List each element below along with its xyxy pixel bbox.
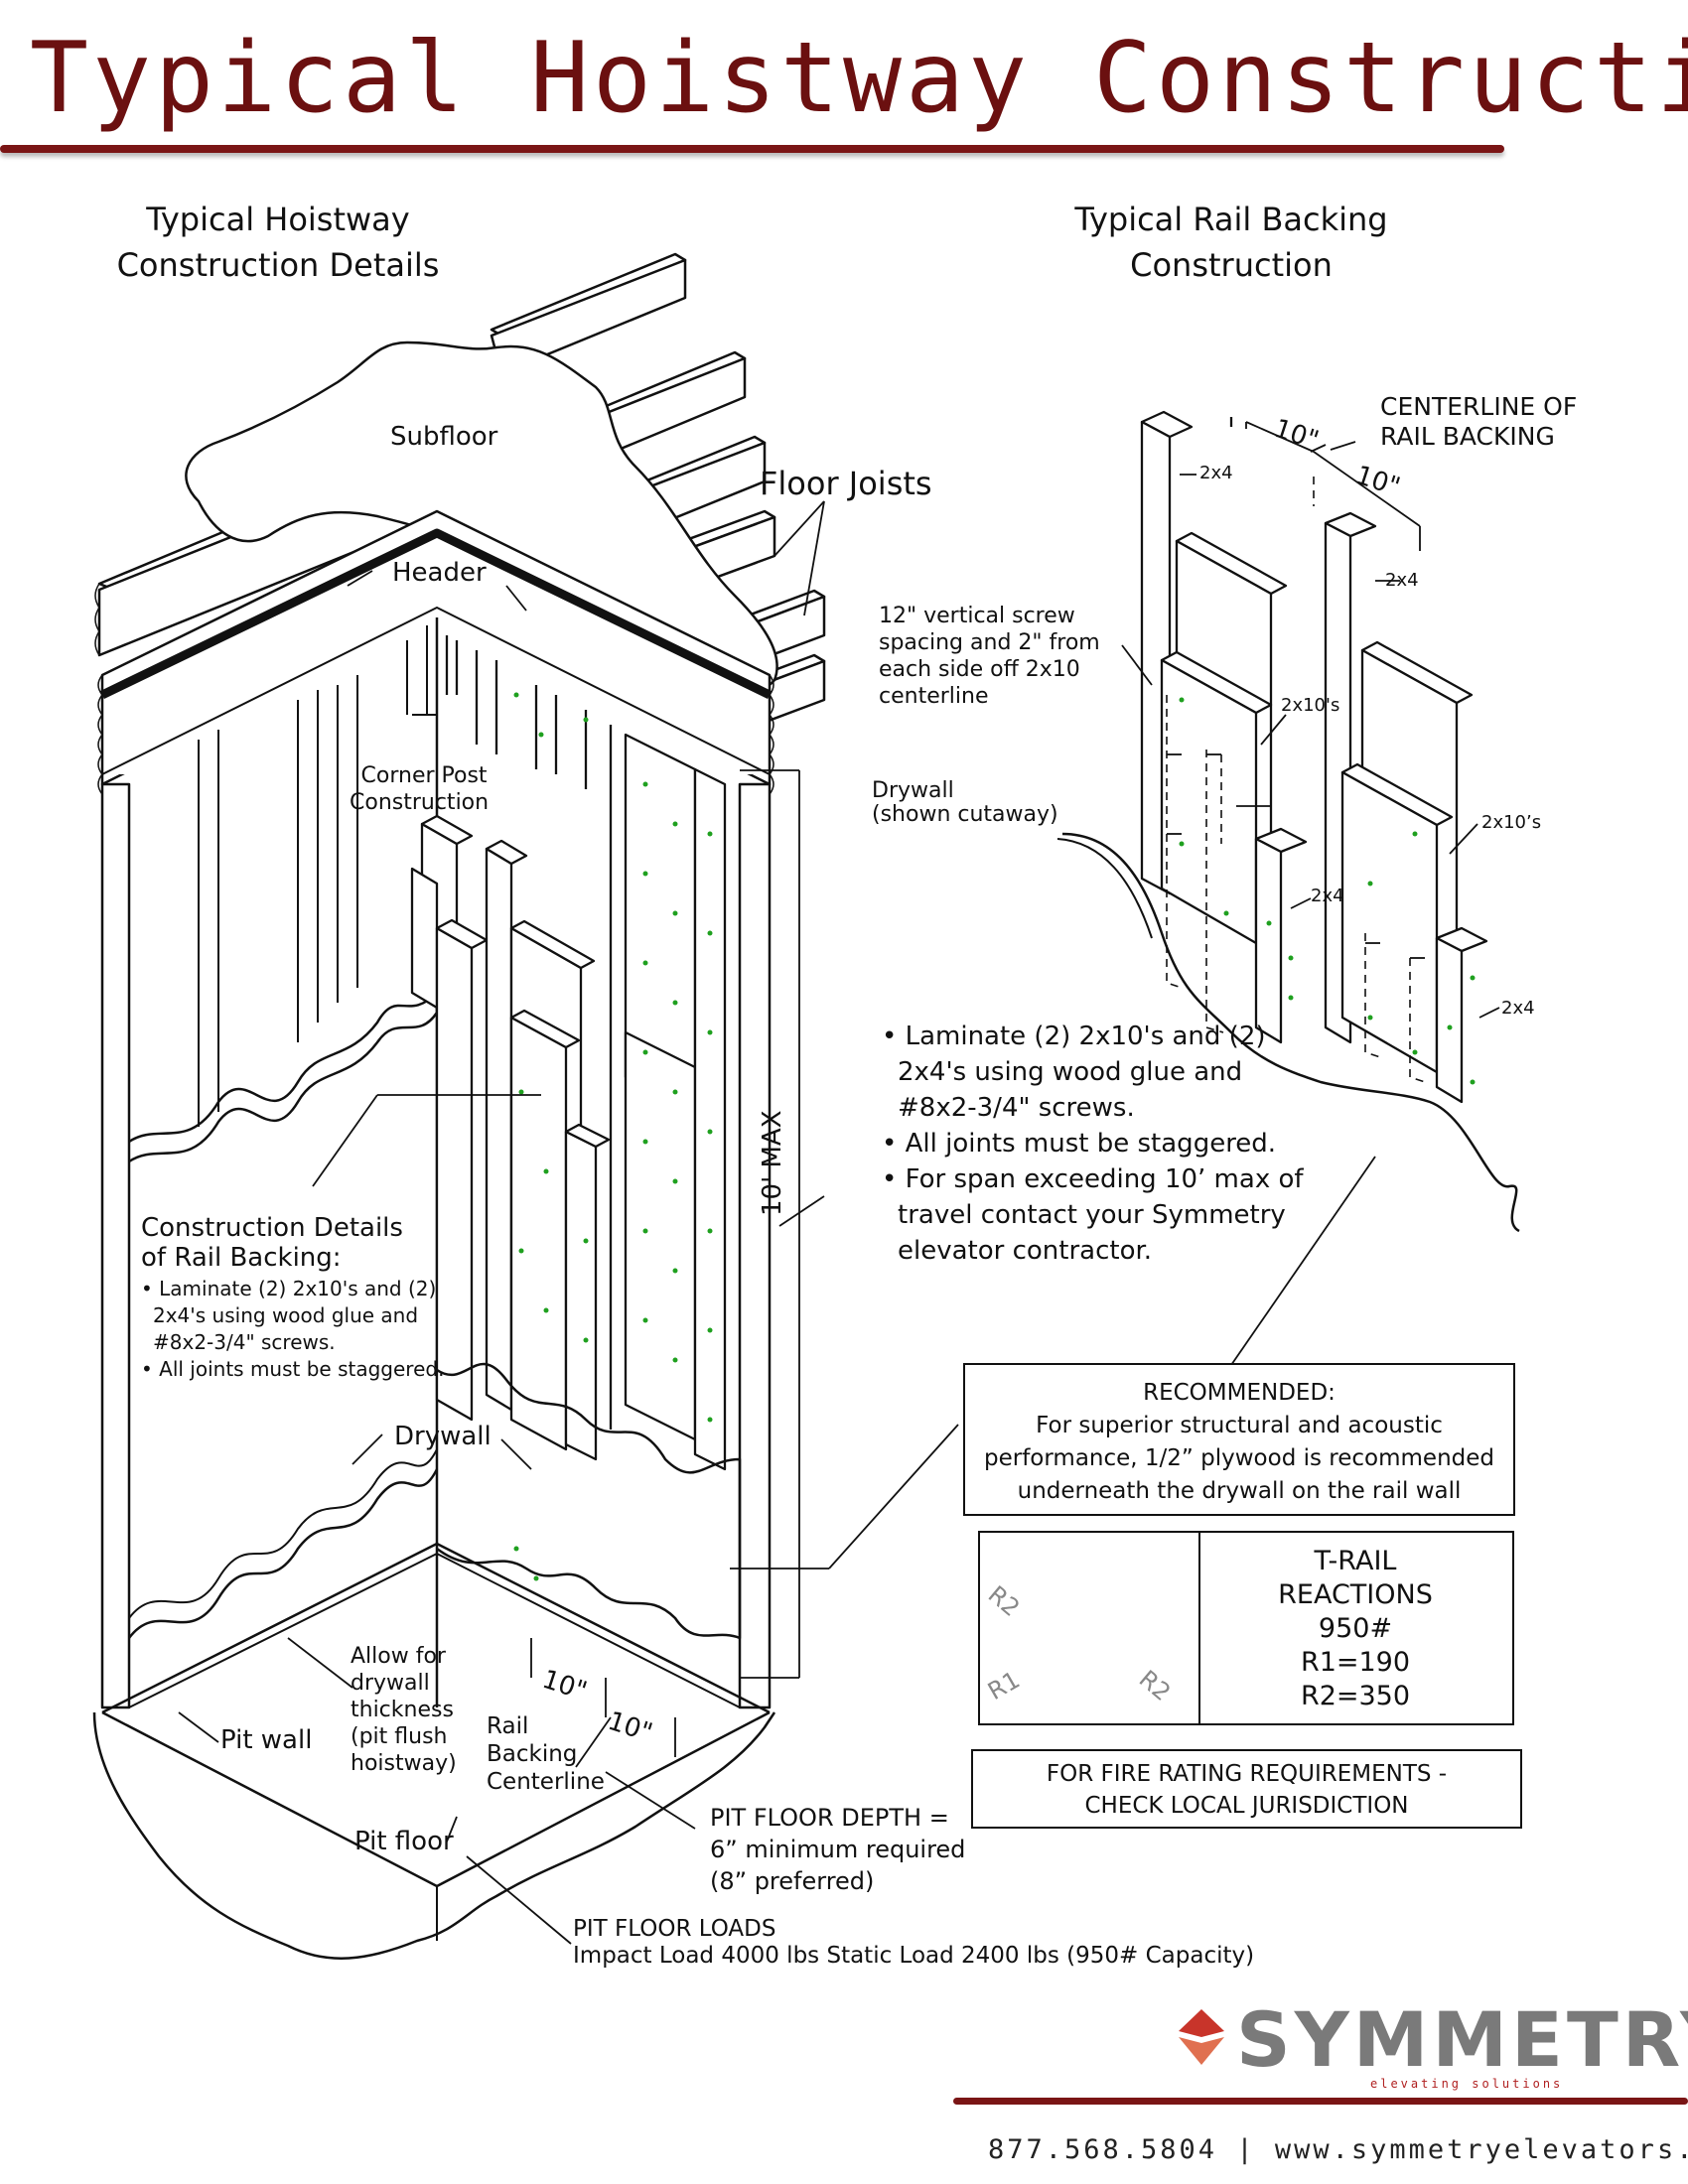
beam-end-grain (94, 583, 774, 795)
label-2x4-a: 2x4 (1199, 463, 1233, 483)
screw-pattern-brackets (1167, 753, 1425, 959)
title-underline (0, 145, 1504, 153)
right-section-title: Typical Rail Backing Construction (1074, 201, 1388, 284)
label-pit-floor-loads: PIT FLOOR LOADS Impact Load 4000 lbs Sta… (573, 1916, 1255, 1969)
label-ten-max: 10' MAX (758, 1110, 787, 1216)
footer-contact: 877.568.5804 | www.symmetryelevators.com (988, 2134, 1688, 2165)
label-corner-post: Corner Post Construction (350, 763, 490, 815)
logo-wordmark: SYMMETRY (1236, 1995, 1688, 2084)
left-lower-cutaway-2 (128, 1448, 438, 1619)
recommended-box: RECOMMENDED: For superior structural and… (963, 1363, 1515, 1516)
left-lower-cutaway (128, 1468, 439, 1639)
screw-pattern-dashes (1166, 477, 1426, 1083)
symmetry-logo-icon (1179, 2009, 1224, 2065)
logo-tagline: elevating solutions (1370, 2077, 1564, 2091)
pit (92, 1542, 776, 1960)
label-2x10-b: 2x10’s (1481, 812, 1542, 833)
label-drywall-cutaway: Drywall (shown cutaway) (872, 778, 1058, 827)
rail-leaders (1121, 421, 1500, 1019)
left-section-title: Typical Hoistway Construction Details (116, 201, 440, 284)
label-rail-backing-centerline: Rail Backing Centerline (487, 1713, 605, 1795)
right-wall-rail-backing (445, 635, 727, 1471)
label-floor-joists: Floor Joists (760, 465, 932, 502)
trail-label-r1: R1 (983, 1665, 1025, 1706)
label-header: Header (392, 558, 487, 588)
outer-walls (100, 782, 772, 1709)
label-2x4-b: 2x4 (1385, 570, 1419, 591)
trail-reactions-text: T-RAIL REACTIONS 950# R1=190 R2=350 (1278, 1546, 1433, 1711)
label-pit-wall: Pit wall (220, 1725, 313, 1755)
label-pit-floor-depth: PIT FLOOR DEPTH = 6” minimum required (8… (710, 1804, 966, 1895)
left-wall-studs (198, 625, 437, 1127)
label-drywall: Drywall (394, 1422, 492, 1451)
trail-label-r2-top: R2 (982, 1580, 1026, 1622)
label-centerline-rail-backing: CENTERLINE OF RAIL BACKING (1380, 392, 1578, 451)
label-2x4-d: 2x4 (1501, 998, 1535, 1019)
label-2x4-c: 2x4 (1311, 886, 1344, 906)
trail-reactions-box: R2 R1 R2 T-RAIL REACTIONS 950# R1=190 R2… (978, 1531, 1514, 1725)
rail-screws (1179, 697, 1476, 1085)
trail-label-r2-bottom: R2 (1133, 1665, 1177, 1706)
left-leaders (178, 500, 1376, 1945)
label-screw-spacing: 12" vertical screw spacing and 2" from e… (879, 604, 1100, 709)
trail-diagram: R2 R1 R2 (980, 1533, 1200, 1723)
label-allow-for: Allow for drywall thickness (pit flush h… (351, 1644, 457, 1776)
corner-post (410, 814, 611, 1461)
page-title: Typical Hoistway Construction (30, 22, 1688, 135)
label-2x10-a: 2x10's (1281, 695, 1340, 716)
fire-rating-box: FOR FIRE RATING REQUIREMENTS - CHECK LOC… (971, 1749, 1522, 1829)
construction-details-callout: Construction Details of Rail Backing: • … (141, 1213, 445, 1381)
label-pit-floor: Pit floor (354, 1827, 454, 1856)
right-drywall-cutaway (436, 1362, 742, 1640)
label-subfloor: Subfloor (390, 422, 498, 452)
rail-drywall-cutaway-2 (1056, 838, 1153, 939)
rail-backing-notes: • Laminate (2) 2x10's and (2) 2x4's usin… (882, 1022, 1304, 1266)
rail-drywall-cutaway (1061, 832, 1520, 1233)
left-drywall-cutaway (128, 991, 439, 1163)
rail-backing-drawing (1140, 410, 1488, 1104)
left-screws (513, 692, 713, 1581)
footer-rule (953, 2098, 1688, 2105)
